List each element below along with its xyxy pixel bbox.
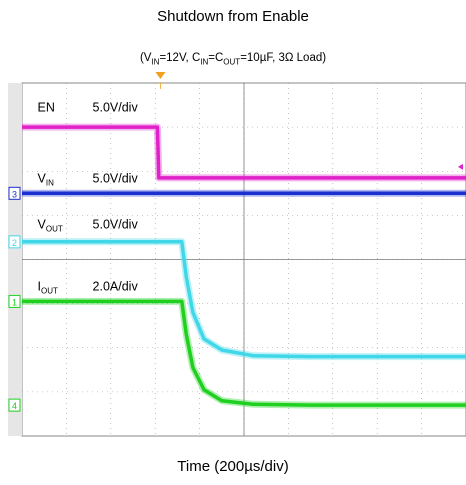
subtitle-sub2: IN xyxy=(200,57,209,67)
trace-scale-1: 5.0V/div xyxy=(93,171,139,185)
channel-marker-strip xyxy=(8,83,22,436)
chart-title: Shutdown from Enable xyxy=(157,8,309,25)
x-axis-label: Time (200µs/div) xyxy=(177,458,289,475)
channel-marker-1-box xyxy=(8,186,21,200)
channel-marker-3: 1 xyxy=(12,297,17,307)
trigger-marker-icon xyxy=(155,72,166,79)
trace-label-1: VIN xyxy=(38,171,55,187)
channel-marker-1: 3 xyxy=(12,189,17,199)
subtitle-sub1: IN xyxy=(151,57,160,67)
subtitle-sub3: OUT xyxy=(223,57,241,67)
subtitle-mid2: =C xyxy=(208,52,224,64)
channel-marker-extra-0-box xyxy=(8,398,21,412)
trace-label-0: EN xyxy=(38,101,55,115)
trace-scale-2: 5.0V/div xyxy=(93,218,139,232)
subtitle-mid1: =12V, C xyxy=(159,52,201,64)
trace-0 xyxy=(22,125,466,180)
channel-marker-2-box xyxy=(8,235,21,249)
subtitle-suffix: =10µF, 3Ω Load) xyxy=(240,52,327,64)
subtitle-prefix: (V xyxy=(139,52,152,64)
channel-marker-extra-0: 4 xyxy=(12,401,17,411)
trigger-level-marker-icon xyxy=(458,163,463,170)
channel-marker-2: 2 xyxy=(12,238,17,248)
trigger-marker-label: T xyxy=(158,82,163,91)
trace-scale-3: 2.0A/div xyxy=(93,279,139,293)
trace-scale-0: 5.0V/div xyxy=(93,101,139,115)
channel-marker-3-box xyxy=(8,294,21,308)
trace-label-2: VOUT xyxy=(38,218,63,234)
trace-2 xyxy=(22,240,466,359)
trace-label-3: IOUT xyxy=(38,279,58,295)
trace-3 xyxy=(22,299,466,407)
chart-subtitle: (VIN=12V, CIN=COUT=10µF, 3Ω Load) xyxy=(0,52,466,66)
